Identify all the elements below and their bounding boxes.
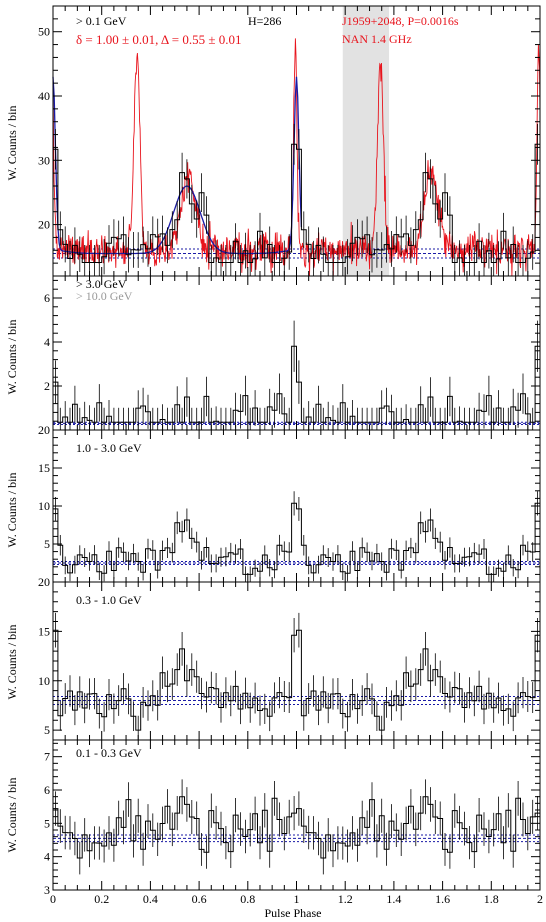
panel5-band-label: 0.1 - 0.3 GeV (76, 746, 142, 760)
offpulse-band (342, 6, 390, 276)
panel2-band-secondary-label: > 10.0 GeV (76, 289, 133, 303)
histogram-series (53, 796, 540, 859)
x-tick-label: 1.8 (484, 892, 499, 906)
panel5-y-axis-label: W. Counts / bin (5, 778, 19, 853)
y-tick-label: 4 (44, 335, 50, 349)
x-tick-label: 1.2 (338, 892, 353, 906)
y-tick-label: 3 (44, 883, 50, 897)
x-tick-label: 0.4 (143, 892, 158, 906)
background-lines (53, 248, 540, 843)
offpulse-bands (342, 6, 390, 276)
histogram-series (53, 345, 540, 423)
y-tick-label: 5 (44, 723, 50, 737)
panel4-band-label: 0.3 - 1.0 GeV (76, 593, 142, 607)
y-tick-label: 6 (44, 783, 50, 797)
panel3-band-label: 1.0 - 3.0 GeV (76, 441, 142, 455)
panel1-source-label: J1959+2048, P=0.0016s (342, 14, 459, 28)
x-tick-label: 2 (537, 892, 543, 906)
y-tick-label: 5 (44, 537, 50, 551)
y-tick-label: 20 (38, 423, 50, 437)
axis-labels: 20 30 40 50 2 4 6 5 10 15 20 5 10 15 20 3 4 5 6 7 0 0.2 0.4 0.6… (38, 25, 543, 906)
x-tick-label: 0.6 (192, 892, 207, 906)
error-bars (55, 123, 538, 875)
x-axis-label: Pulse Phase (265, 906, 322, 920)
y-tick-label: 15 (38, 461, 50, 475)
y-tick-label: 7 (44, 750, 50, 764)
panel1-radio-obs-label: NAN 1.4 GHz (342, 32, 412, 46)
y-tick-label: 30 (38, 153, 50, 167)
y-tick-label: 2 (44, 379, 50, 393)
panel2-y-axis-label: W. Counts / bin (5, 320, 19, 395)
x-tick-label: 0.8 (240, 892, 255, 906)
y-tick-label: 5 (44, 816, 50, 830)
panel1-h-test-label: H=286 (248, 14, 281, 28)
y-tick-label: 40 (38, 89, 50, 103)
x-tick-label: 0 (50, 892, 56, 906)
histogram-series (53, 143, 540, 263)
panel3-y-axis-label: W. Counts / bin (5, 473, 19, 548)
y-tick-label: 4 (44, 850, 50, 864)
x-tick-label: 0.2 (94, 892, 109, 906)
y-tick-label: 15 (38, 624, 50, 638)
histogram-series (53, 502, 540, 575)
histogram-series (53, 629, 540, 731)
x-tick-label: 1 (294, 892, 300, 906)
y-tick-label: 20 (38, 575, 50, 589)
panel2-band-label: > 3.0 GeV (76, 277, 127, 291)
y-tick-label: 6 (44, 291, 50, 305)
panel1-band-label: > 0.1 GeV (76, 14, 127, 28)
x-tick-label: 1.6 (435, 892, 450, 906)
panel4-y-axis-label: W. Counts / bin (5, 625, 19, 700)
panel1-fit-params-label: δ = 1.00 ± 0.01, Δ = 0.55 ± 0.01 (76, 32, 241, 47)
y-tick-label: 10 (38, 499, 50, 513)
y-tick-label: 20 (38, 218, 50, 232)
panel1-y-axis-label: W. Counts / bin (5, 106, 19, 181)
y-tick-label: 10 (38, 674, 50, 688)
x-tick-label: 1.4 (386, 892, 401, 906)
y-tick-label: 50 (38, 25, 50, 39)
axis-ticks (52, 5, 541, 891)
